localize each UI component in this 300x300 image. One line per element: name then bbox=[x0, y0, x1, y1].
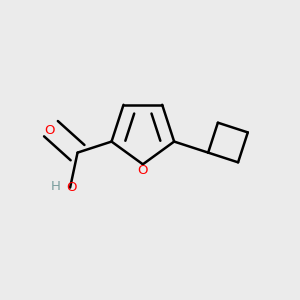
Text: H: H bbox=[50, 180, 60, 193]
Text: O: O bbox=[66, 181, 77, 194]
Text: O: O bbox=[138, 164, 148, 177]
Text: O: O bbox=[44, 124, 55, 136]
